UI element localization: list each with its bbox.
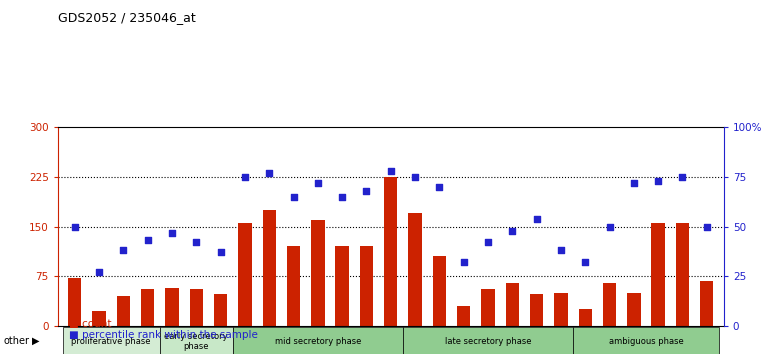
Point bbox=[701, 224, 713, 229]
Bar bbox=[336, 246, 349, 326]
Point bbox=[554, 247, 567, 253]
Point bbox=[215, 250, 227, 255]
Point bbox=[287, 194, 300, 200]
Bar bbox=[506, 283, 519, 326]
Bar bbox=[141, 289, 154, 326]
Text: ▶: ▶ bbox=[32, 336, 39, 346]
Bar bbox=[433, 256, 446, 326]
Bar bbox=[68, 278, 82, 326]
Point bbox=[93, 269, 105, 275]
Bar bbox=[530, 294, 544, 326]
Point bbox=[312, 180, 324, 186]
Bar bbox=[311, 220, 324, 326]
Bar bbox=[578, 309, 592, 326]
Bar bbox=[263, 210, 276, 326]
Bar bbox=[651, 223, 665, 326]
Bar bbox=[628, 293, 641, 326]
Point bbox=[69, 224, 81, 229]
Bar bbox=[676, 223, 689, 326]
Point bbox=[336, 194, 348, 200]
Bar bbox=[457, 306, 470, 326]
Bar bbox=[408, 213, 422, 326]
Point bbox=[117, 247, 129, 253]
Point bbox=[360, 188, 373, 194]
Bar bbox=[481, 289, 494, 326]
Text: late secretory phase: late secretory phase bbox=[445, 337, 531, 346]
Bar bbox=[384, 177, 397, 326]
Bar bbox=[117, 296, 130, 326]
Bar bbox=[214, 294, 227, 326]
Text: GDS2052 / 235046_at: GDS2052 / 235046_at bbox=[58, 11, 196, 24]
Point bbox=[506, 228, 518, 233]
Bar bbox=[238, 223, 252, 326]
Bar bbox=[92, 311, 105, 326]
Text: ■ percentile rank within the sample: ■ percentile rank within the sample bbox=[69, 330, 258, 339]
Point bbox=[239, 174, 251, 180]
Text: proliferative phase: proliferative phase bbox=[72, 337, 151, 346]
Point bbox=[676, 174, 688, 180]
Point bbox=[531, 216, 543, 222]
Bar bbox=[62, 327, 160, 354]
Bar bbox=[189, 289, 203, 326]
Bar bbox=[360, 246, 373, 326]
Point bbox=[409, 174, 421, 180]
Text: ambiguous phase: ambiguous phase bbox=[608, 337, 684, 346]
Bar bbox=[603, 283, 616, 326]
Point bbox=[166, 230, 178, 235]
Bar bbox=[554, 293, 567, 326]
Point bbox=[482, 240, 494, 245]
Text: ■ count: ■ count bbox=[69, 319, 112, 329]
Text: other: other bbox=[4, 336, 30, 346]
Point bbox=[652, 178, 665, 184]
Text: early secretory
phase: early secretory phase bbox=[165, 332, 228, 351]
Point bbox=[434, 184, 446, 190]
Point bbox=[457, 259, 470, 265]
Bar bbox=[166, 288, 179, 326]
Bar bbox=[287, 246, 300, 326]
Bar bbox=[403, 327, 573, 354]
Point bbox=[628, 180, 640, 186]
Bar bbox=[573, 327, 719, 354]
Bar bbox=[160, 327, 233, 354]
Point bbox=[579, 259, 591, 265]
Point bbox=[604, 224, 616, 229]
Bar bbox=[233, 327, 403, 354]
Point bbox=[190, 240, 203, 245]
Text: mid secretory phase: mid secretory phase bbox=[275, 337, 361, 346]
Point bbox=[263, 170, 276, 176]
Point bbox=[385, 168, 397, 174]
Bar bbox=[700, 281, 714, 326]
Point bbox=[142, 238, 154, 243]
